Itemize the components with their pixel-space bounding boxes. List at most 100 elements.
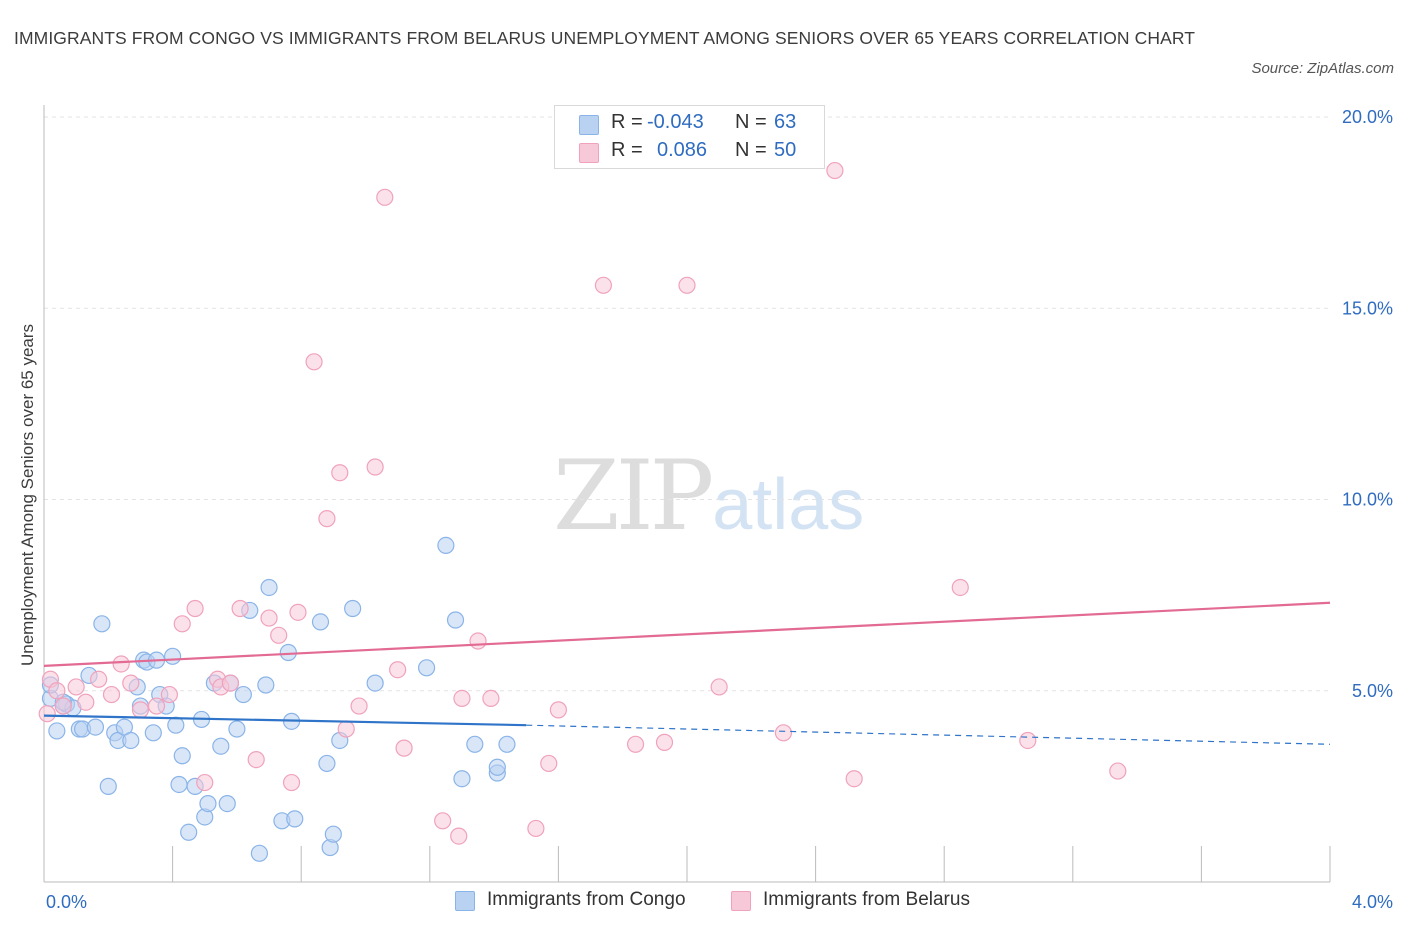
belarus-point xyxy=(131,701,150,719)
belarus-point xyxy=(376,188,394,206)
belarus-point xyxy=(282,773,301,792)
belarus-point xyxy=(549,701,568,719)
congo-point xyxy=(99,777,117,795)
belarus-point xyxy=(626,735,645,753)
belarus-point xyxy=(260,609,278,627)
congo-point xyxy=(144,724,162,742)
congo-swatch xyxy=(579,115,599,135)
belarus-point xyxy=(289,603,307,621)
belarus-point xyxy=(67,678,85,696)
belarus-point xyxy=(469,632,487,650)
correlation-stats-box: R = -0.043 N = 63 R = 0.086 N = 50 xyxy=(554,105,825,169)
congo-point xyxy=(488,758,506,776)
congo-point xyxy=(366,674,384,692)
r-value-congo: -0.043 xyxy=(647,111,704,133)
belarus-point xyxy=(482,689,500,708)
belarus-point xyxy=(453,689,471,708)
belarus-point xyxy=(221,674,240,692)
belarus-point xyxy=(337,720,355,738)
belarus-point xyxy=(77,693,95,711)
n-label: N = xyxy=(735,139,767,161)
congo-point xyxy=(218,794,236,813)
belarus-point xyxy=(366,458,384,476)
y-tick-label: 5.0% xyxy=(1352,681,1393,701)
belarus-point xyxy=(1109,762,1127,780)
y-tick-label: 10.0% xyxy=(1342,490,1393,510)
congo-point xyxy=(122,731,140,750)
congo-point xyxy=(173,747,191,765)
congo-point xyxy=(466,735,484,753)
y-tick-label: 20.0% xyxy=(1342,107,1393,127)
congo-point xyxy=(86,718,105,736)
belarus-point xyxy=(318,510,336,528)
belarus-point xyxy=(112,655,130,673)
belarus-point xyxy=(774,724,793,742)
belarus-point xyxy=(710,678,728,696)
n-value-congo: 63 xyxy=(774,111,797,133)
belarus-point xyxy=(173,615,191,633)
congo-legend-swatch xyxy=(455,891,475,911)
congo-point xyxy=(498,735,516,753)
belarus-point xyxy=(90,670,108,688)
r-label: R = xyxy=(611,111,643,133)
belarus-point xyxy=(196,773,214,792)
belarus-point xyxy=(395,739,413,757)
belarus-point xyxy=(655,733,674,751)
belarus-point xyxy=(350,697,368,715)
belarus-point xyxy=(951,578,969,597)
congo-point xyxy=(93,615,111,633)
x-tick-label-max: 4.0% xyxy=(1352,892,1393,912)
congo-point xyxy=(212,737,230,755)
belarus-point xyxy=(540,754,558,773)
congo-point xyxy=(257,676,275,694)
congo-point xyxy=(446,611,465,629)
congo-point xyxy=(199,794,217,813)
congo-point xyxy=(170,775,188,794)
congo-trend-line xyxy=(43,714,527,727)
congo-point xyxy=(311,613,330,631)
congo-point xyxy=(453,770,471,788)
belarus-point xyxy=(270,626,288,644)
congo-point xyxy=(228,720,246,738)
legend-label-congo: Immigrants from Congo xyxy=(487,889,686,910)
belarus-point xyxy=(102,685,121,704)
belarus-point xyxy=(305,353,323,371)
congo-point xyxy=(260,578,278,597)
congo-point xyxy=(286,810,304,828)
belarus-point xyxy=(38,705,56,723)
belarus-point xyxy=(247,750,265,769)
congo-point xyxy=(417,659,436,677)
belarus-point xyxy=(678,276,696,294)
belarus-point xyxy=(54,697,72,715)
source-label: Source: ZipAtlas.com xyxy=(1251,60,1394,77)
congo-trend-line-extension xyxy=(526,724,1331,745)
belarus-point xyxy=(186,599,204,618)
belarus-point xyxy=(122,674,140,692)
belarus-point xyxy=(1019,731,1037,750)
congo-point xyxy=(48,722,66,740)
belarus-point xyxy=(48,682,66,700)
belarus-point xyxy=(231,599,249,618)
congo-point xyxy=(167,716,185,734)
congo-point xyxy=(437,536,455,555)
belarus-point xyxy=(845,770,863,788)
legend-label-belarus: Immigrants from Belarus xyxy=(763,889,970,910)
belarus-point xyxy=(527,819,545,838)
belarus-point xyxy=(826,161,844,180)
belarus-point xyxy=(450,827,468,845)
congo-point xyxy=(164,647,182,665)
belarus-trend-line xyxy=(43,601,1331,667)
x-tick-label-min: 0.0% xyxy=(46,892,87,912)
belarus-legend-swatch xyxy=(731,891,751,911)
chart-title: IMMIGRANTS FROM CONGO VS IMMIGRANTS FROM… xyxy=(14,28,1196,48)
belarus-swatch xyxy=(579,143,599,163)
belarus-point xyxy=(389,661,407,679)
congo-point xyxy=(250,844,269,862)
r-label: R = xyxy=(611,139,643,161)
congo-point xyxy=(279,643,297,662)
belarus-point xyxy=(594,276,613,294)
belarus-point xyxy=(331,464,349,482)
belarus-point xyxy=(434,812,452,830)
n-value-belarus: 50 xyxy=(774,139,797,161)
